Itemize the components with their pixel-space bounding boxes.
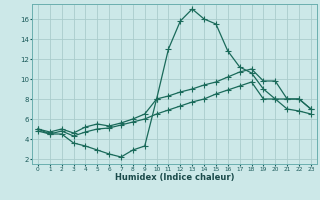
X-axis label: Humidex (Indice chaleur): Humidex (Indice chaleur): [115, 173, 234, 182]
